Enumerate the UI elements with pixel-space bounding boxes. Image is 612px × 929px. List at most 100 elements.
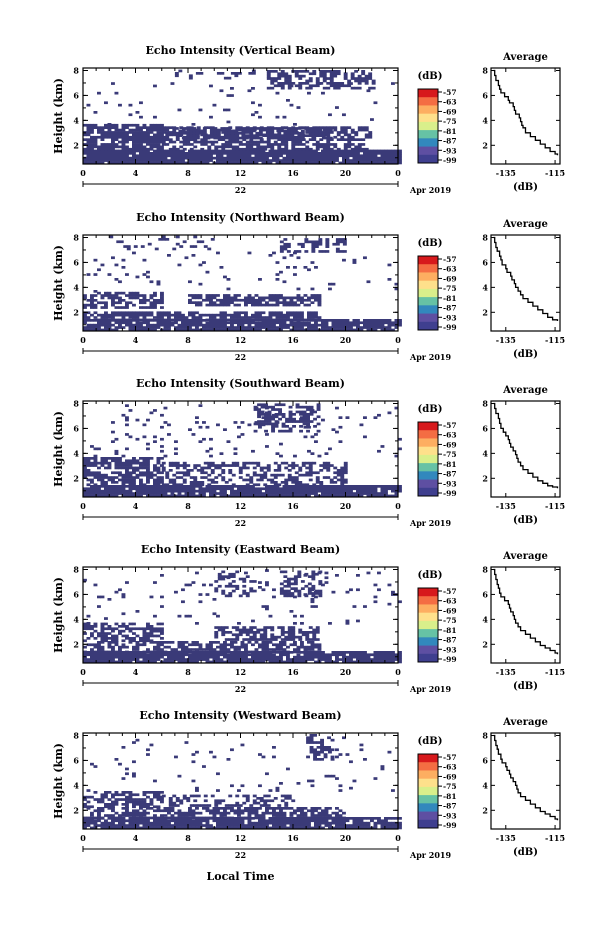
echo-cell: [118, 296, 122, 300]
echo-cell: [209, 437, 213, 441]
echo-cell: [296, 296, 301, 300]
echo-cell: [207, 478, 212, 482]
echo-cell: [233, 326, 238, 329]
x-tick-label: 12: [235, 168, 246, 178]
echo-cell: [315, 626, 320, 629]
echo-cell: [254, 161, 259, 165]
echo-cell: [193, 245, 198, 248]
echo-cell: [380, 152, 385, 155]
echo-cell: [156, 147, 161, 151]
echo-cell: [343, 143, 348, 146]
echo-cell: [280, 633, 285, 637]
echo-cell: [165, 133, 170, 137]
echo-cell: [198, 301, 203, 304]
echo-cell: [398, 154, 402, 158]
echo-cell: [142, 138, 147, 141]
echo-cell: [121, 478, 126, 482]
echo-cell: [149, 457, 154, 460]
echo-cell: [188, 648, 192, 651]
echo-cell: [265, 318, 269, 322]
echo-cell: [142, 658, 147, 661]
echo-cell: [128, 313, 133, 317]
echo-cell: [163, 421, 168, 424]
echo-cell: [196, 140, 201, 144]
echo-cell: [228, 469, 233, 472]
echo-cell: [271, 405, 275, 409]
x-tick-label: 0: [395, 501, 401, 511]
echo-cell: [163, 660, 168, 664]
echo-cell: [200, 133, 205, 137]
echo-cell: [314, 326, 318, 329]
echo-cell: [200, 140, 205, 144]
echo-cell: [125, 627, 129, 631]
echo-cell: [233, 447, 238, 451]
echo-cell: [293, 454, 297, 458]
echo-cell: [256, 147, 261, 151]
echo-cell: [146, 126, 150, 129]
echo-cell: [308, 464, 313, 467]
echo-cell: [391, 487, 395, 491]
echo-cell: [195, 301, 199, 304]
echo-cell: [142, 492, 147, 495]
echo-cell: [100, 483, 105, 487]
echo-cell: [149, 294, 154, 297]
echo-cell: [226, 318, 231, 322]
echo-cell: [167, 254, 171, 257]
echo-cell: [254, 303, 259, 307]
echo-cell: [209, 492, 213, 495]
echo-cell: [282, 152, 287, 155]
echo-cell: [188, 326, 192, 329]
echo-cell: [318, 127, 323, 130]
echo-cell: [249, 476, 254, 479]
echo-cell: [258, 581, 262, 584]
echo-cell: [181, 152, 185, 155]
echo-cell: [132, 622, 136, 626]
echo-cell: [160, 313, 164, 317]
echo-cell: [93, 161, 98, 165]
echo-cell: [300, 326, 304, 329]
echo-cell: [310, 328, 315, 332]
echo-cell: [296, 303, 301, 307]
echo-cell: [107, 637, 112, 640]
x-tick-label: 16: [287, 335, 299, 345]
echo-cell: [361, 143, 366, 146]
echo-cell: [93, 645, 98, 649]
echo-cell: [125, 123, 129, 127]
echo-cell: [242, 143, 247, 146]
echo-cell: [328, 159, 332, 162]
echo-cell: [363, 651, 367, 654]
echo-cell: [135, 653, 140, 657]
echo-cell: [293, 587, 298, 590]
echo-cell: [153, 301, 157, 305]
echo-cell: [209, 149, 213, 153]
echo-cell: [325, 131, 330, 135]
echo-cell: [178, 69, 183, 73]
echo-cell: [83, 492, 87, 495]
echo-cell: [289, 296, 294, 300]
echo-cell: [270, 70, 275, 73]
echo-cell: [181, 485, 185, 488]
echo-cell: [331, 489, 336, 493]
echo-cell: [198, 263, 203, 267]
echo-cell: [172, 247, 177, 251]
echo-cell: [223, 296, 227, 300]
echo-cell: [394, 287, 399, 291]
echo-cell: [128, 473, 133, 477]
echo-cell: [265, 492, 269, 495]
echo-cell: [121, 464, 126, 467]
echo-cell: [212, 653, 217, 657]
echo-cell: [301, 70, 306, 73]
echo-cell: [284, 72, 289, 76]
echo-cell: [128, 660, 133, 664]
echo-cell: [160, 622, 164, 626]
echo-cell: [224, 145, 229, 149]
echo-cell: [268, 658, 273, 661]
echo-cell: [296, 645, 301, 649]
echo-cell: [149, 311, 154, 315]
echo-cell: [276, 127, 281, 130]
echo-cell: [160, 457, 164, 460]
echo-cell: [244, 321, 248, 325]
echo-cell: [188, 583, 192, 587]
echo-cell: [104, 487, 108, 491]
echo-cell: [342, 238, 347, 241]
